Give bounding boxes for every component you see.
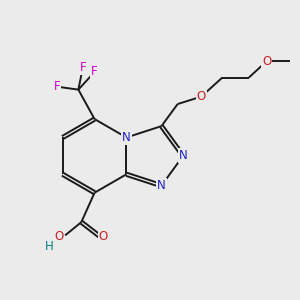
Text: F: F — [91, 65, 98, 79]
Text: N: N — [157, 179, 166, 192]
Text: N: N — [122, 131, 131, 144]
Text: F: F — [54, 80, 61, 93]
Text: O: O — [262, 55, 271, 68]
Text: N: N — [179, 149, 188, 162]
Text: O: O — [99, 230, 108, 243]
Text: O: O — [196, 90, 206, 103]
Text: O: O — [54, 230, 63, 243]
Text: F: F — [80, 61, 86, 74]
Text: H: H — [45, 240, 53, 253]
